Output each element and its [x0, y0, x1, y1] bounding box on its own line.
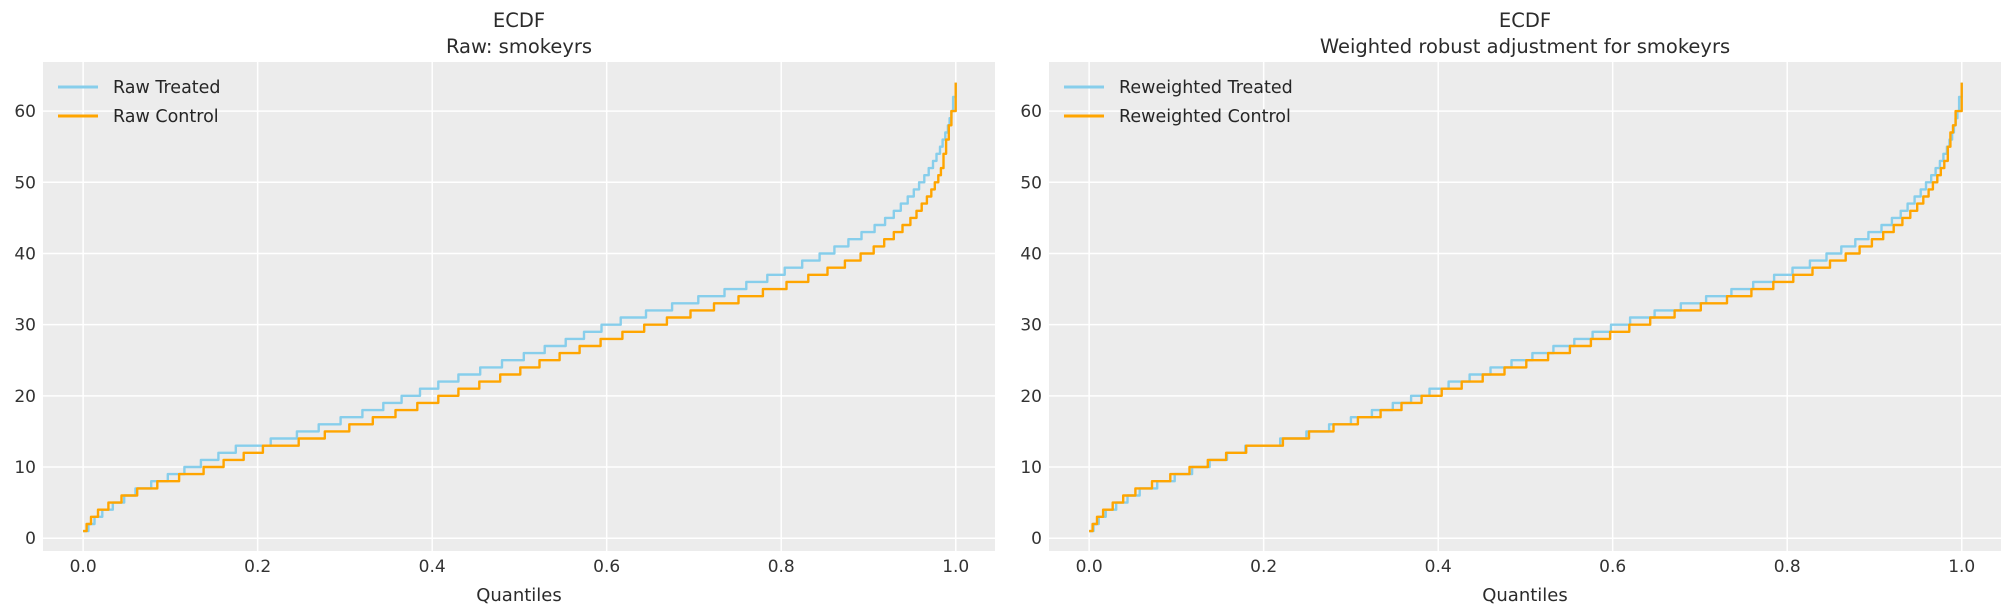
y-tick-label: 50	[14, 173, 36, 193]
y-tick-label: 30	[1020, 316, 1042, 336]
plot-subtitle: Raw: smokeyrs	[446, 35, 592, 58]
x-tick-label: 0.0	[70, 557, 97, 577]
plot-title: ECDF	[493, 9, 545, 32]
x-tick-label: 0.2	[244, 557, 271, 577]
y-tick-label: 50	[1020, 173, 1042, 193]
y-tick-label: 30	[14, 316, 36, 336]
y-tick-label: 20	[1020, 387, 1042, 407]
y-tick-label: 60	[1020, 102, 1042, 122]
plot-subtitle: Weighted robust adjustment for smokeyrs	[1320, 35, 1730, 58]
x-tick-label: 0.4	[1425, 557, 1452, 577]
y-tick-label: 10	[1020, 458, 1042, 478]
treated-curve	[83, 82, 957, 533]
legend-label-treated: Reweighted Treated	[1119, 78, 1293, 98]
y-tick-label: 40	[14, 244, 36, 264]
y-tick-label: 20	[14, 387, 36, 407]
control-curve	[1089, 82, 1963, 533]
y-tick-label: 10	[14, 458, 36, 478]
subplot-weighted: 0.0 0.2 0.4 0.6 0.8 1.0 0 10 20 30 40 50 60 ECDF Wei…	[1006, 0, 2011, 611]
x-tick-label: 0.0	[1076, 557, 1103, 577]
x-tick-label: 1.0	[1948, 557, 1975, 577]
y-tick-label: 40	[1020, 244, 1042, 264]
legend: Raw Treated Raw Control	[58, 78, 221, 127]
x-axis-label: Quantiles	[1482, 585, 1568, 606]
x-tick-label: 0.4	[419, 557, 446, 577]
legend-label-treated: Raw Treated	[113, 78, 221, 98]
x-axis-label: Quantiles	[476, 585, 562, 606]
legend-label-control: Raw Control	[113, 107, 219, 127]
x-tick-label: 0.6	[1599, 557, 1626, 577]
x-tick-label: 0.2	[1250, 557, 1277, 577]
y-tick-label: 0	[1031, 529, 1042, 549]
x-tick-label: 0.8	[1774, 557, 1801, 577]
plot-background	[1049, 62, 2001, 551]
subplot-raw: 0.0 0.2 0.4 0.6 0.8 1.0 0 10 20 30 40 50 60 ECDF Raw…	[0, 0, 1005, 611]
x-tick-label: 1.0	[942, 557, 969, 577]
ecdf-plot-raw: 0.0 0.2 0.4 0.6 0.8 1.0 0 10 20 30 40 50 60 ECDF Raw…	[14, 9, 995, 606]
x-tick-label: 0.8	[768, 557, 795, 577]
legend-label-control: Reweighted Control	[1119, 107, 1291, 127]
legend: Reweighted Treated Reweighted Control	[1064, 78, 1293, 127]
plot-background	[43, 62, 995, 551]
y-tick-label: 0	[25, 529, 36, 549]
x-tick-label: 0.6	[593, 557, 620, 577]
control-curve	[83, 82, 957, 533]
ecdf-plot-weighted: 0.0 0.2 0.4 0.6 0.8 1.0 0 10 20 30 40 50 60 ECDF Wei…	[1020, 9, 2001, 606]
plot-title: ECDF	[1499, 9, 1551, 32]
y-tick-label: 60	[14, 102, 36, 122]
